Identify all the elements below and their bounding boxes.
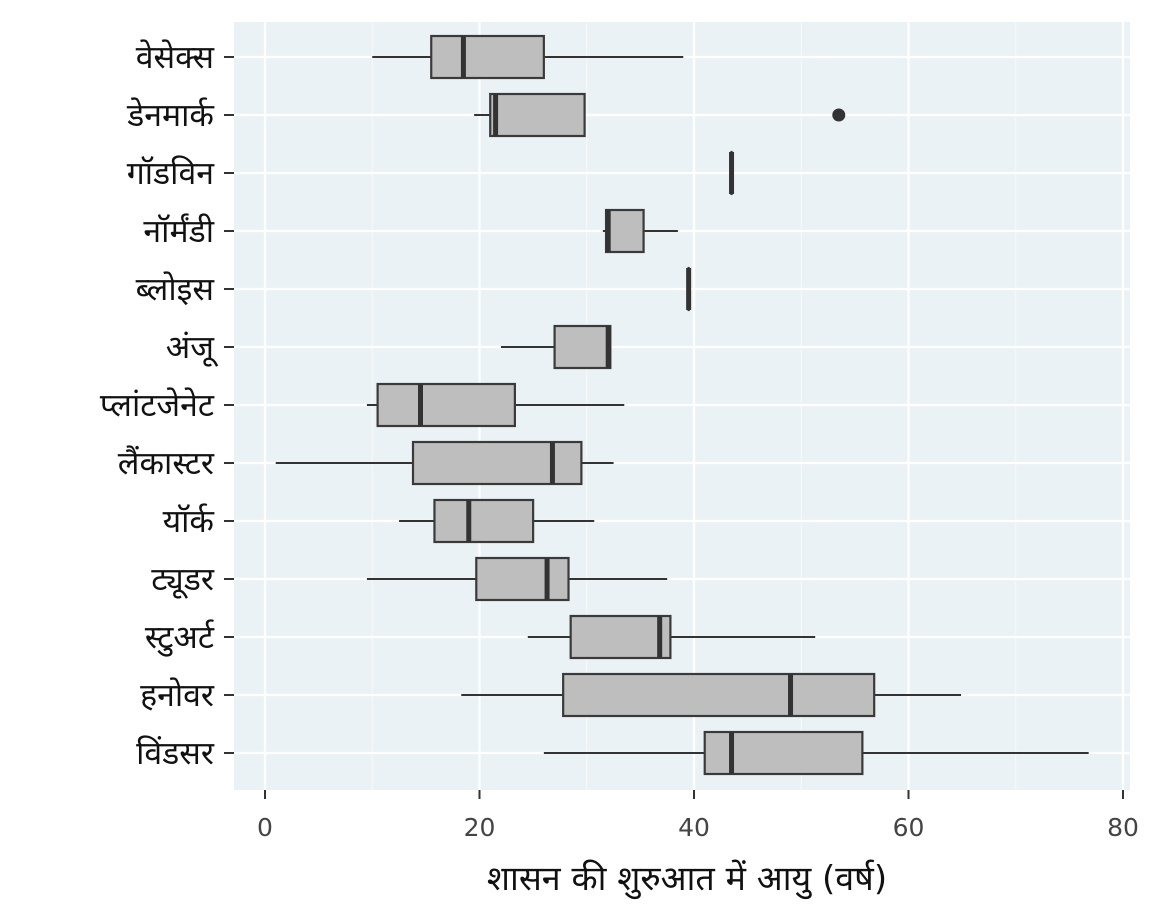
box-group: [366, 382, 625, 428]
box-group: [366, 556, 668, 602]
y-tick-label: अंजू: [166, 328, 219, 367]
outlier-point: [832, 108, 846, 122]
x-axis: 0 20 40 60 80: [257, 790, 1139, 842]
y-tick-label: वेसेक्स: [136, 38, 216, 76]
y-tick-label: स्टुअर्ट: [145, 618, 215, 657]
x-tick-label: 80: [1107, 813, 1139, 842]
box-group: [275, 440, 614, 486]
y-tick-label: हनोवर: [140, 676, 215, 714]
y-tick-label: विंडसर: [136, 734, 215, 772]
box-group: [527, 614, 816, 660]
x-axis-title: शासन की शुरुआत में आयु (वर्ष): [487, 859, 887, 900]
box-iqr: [475, 556, 570, 602]
y-tick-label: ट्यूडर: [151, 560, 215, 599]
x-tick-label: 40: [678, 813, 710, 842]
box-group: [474, 92, 846, 138]
box-iqr: [703, 730, 864, 776]
box-iqr: [569, 614, 672, 660]
box-group: [543, 730, 1089, 776]
box-group: [399, 498, 595, 544]
box-iqr: [433, 498, 535, 544]
x-tick-label: 20: [464, 813, 496, 842]
box-group: [461, 672, 962, 718]
x-tick-label: 60: [893, 813, 925, 842]
y-tick-label: ब्लोइस: [136, 270, 216, 308]
box-iqr: [553, 324, 612, 370]
boxes-layer: [275, 34, 1089, 776]
box-group: [372, 34, 684, 80]
box-iqr: [489, 92, 586, 138]
y-tick-label: डेनमार्क: [126, 96, 215, 134]
box-group: [500, 324, 612, 370]
y-axis: वेसेक्स डेनमार्क गॉडविन नॉर्मंडी ब्लोइस अंजू प…: [100, 38, 234, 772]
y-tick-label: प्लांटजेनेट: [100, 386, 215, 424]
x-tick-label: 0: [257, 813, 273, 842]
box-iqr: [430, 34, 545, 80]
y-tick-label: गॉडविन: [127, 154, 216, 192]
box-iqr: [604, 208, 645, 254]
box-iqr: [376, 382, 516, 428]
box-iqr: [411, 440, 583, 486]
y-tick-label: नॉर्मंडी: [143, 212, 214, 250]
box-group: [602, 208, 678, 254]
y-tick-label: यॉर्क: [163, 502, 216, 540]
box-iqr: [562, 672, 876, 718]
y-tick-label: लैंकास्टर: [118, 444, 215, 482]
